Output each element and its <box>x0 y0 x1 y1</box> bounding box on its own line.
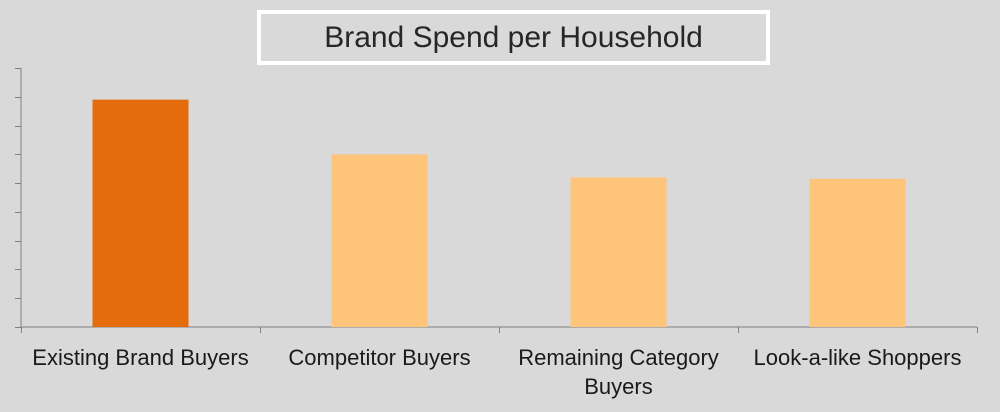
bar-1 <box>92 99 189 328</box>
x-tick-label-4: Look-a-like Shoppers <box>753 345 962 370</box>
x-tick-label-1: Existing Brand Buyers <box>32 345 249 370</box>
chart-title: Brand Spend per Household <box>257 10 770 65</box>
x-tick-label-2: Competitor Buyers <box>288 345 471 370</box>
x-tick-label-3: Remaining Category Buyers <box>518 345 719 399</box>
bars <box>92 99 906 328</box>
bar-2 <box>331 154 428 327</box>
bar-4 <box>809 178 906 327</box>
bar-3 <box>570 177 667 327</box>
